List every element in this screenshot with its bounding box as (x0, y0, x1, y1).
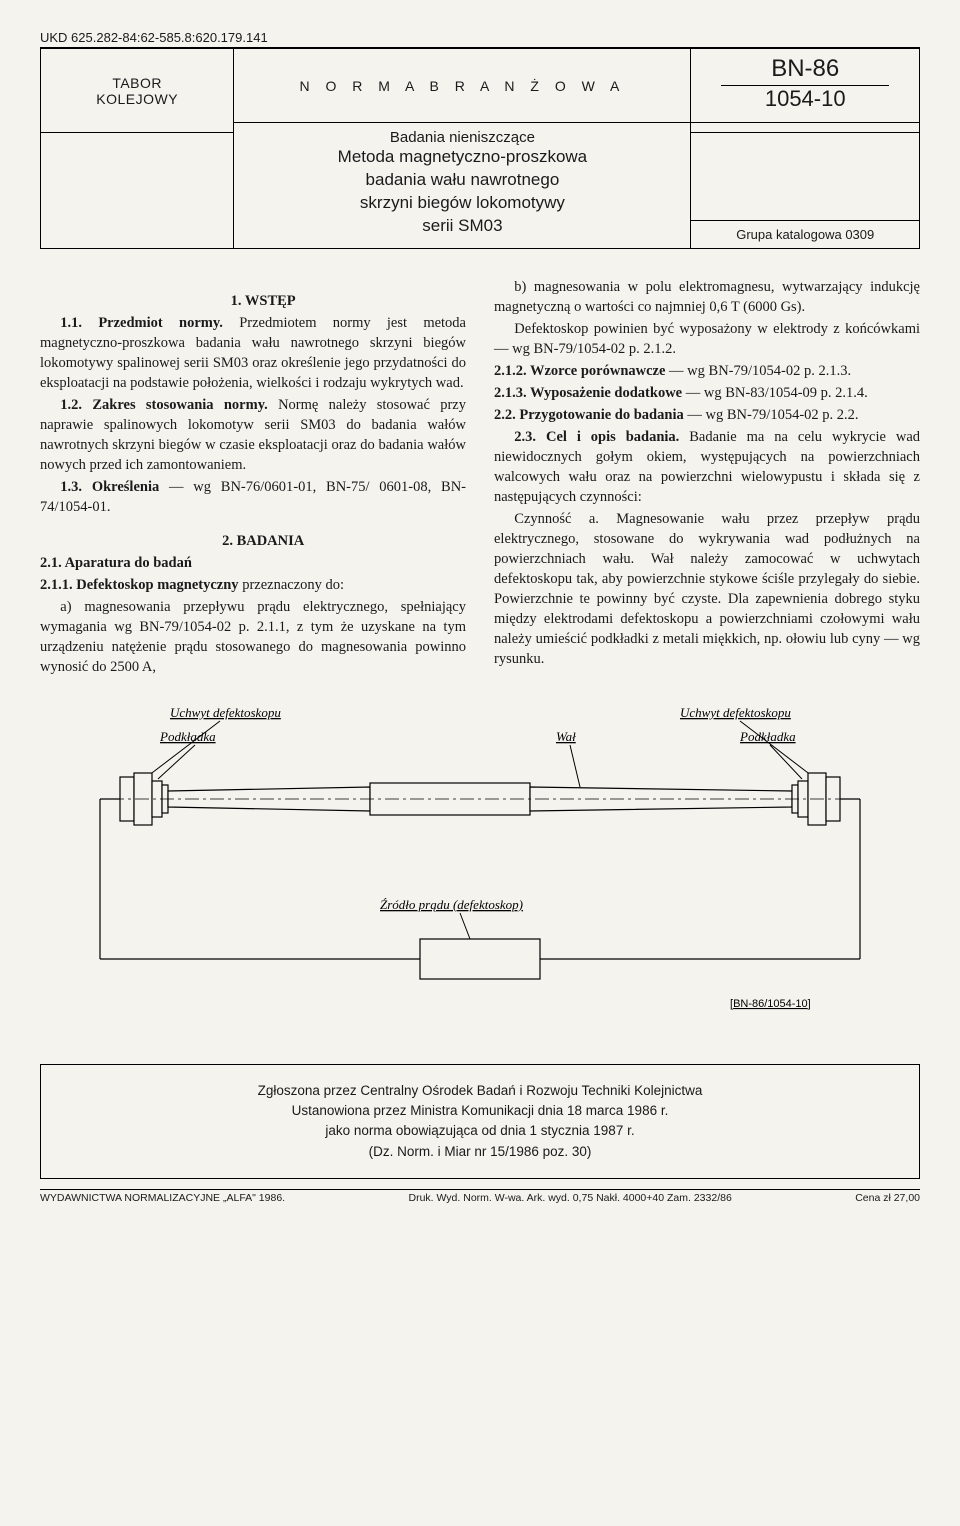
fig-code: [BN-86/1054-10] (730, 998, 811, 1010)
fig-label-uchwyt-left: Uchwyt defektoskopu (170, 705, 281, 720)
footer-l4: (Dz. Norm. i Miar nr 15/1986 poz. 30) (61, 1142, 899, 1162)
header-norma: N O R M A B R A N Ż O W A (234, 49, 691, 123)
para-2-1-3: 2.1.3. Wyposażenie dodatkowe — wg BN-83/… (494, 383, 920, 403)
header-cat-l1: TABOR (112, 75, 162, 91)
figure-svg: Uchwyt defektoskopu Podkładka Uchwyt def… (40, 699, 920, 1019)
header-right-empty (691, 133, 920, 221)
imprint-left: WYDAWNICTWA NORMALIZACYJNE „ALFA" 1986. (40, 1192, 285, 1204)
imprint-mid: Druk. Wyd. Norm. W-wa. Ark. wyd. 0,75 Na… (408, 1192, 731, 1204)
ukd-code: UKD 625.282-84:62-585.8:620.179.141 (40, 30, 920, 48)
fig-label-wal: Wał (556, 729, 576, 744)
para-1-2: 1.2. Zakres stosowania normy. Normę nale… (40, 395, 466, 475)
para-2-1-1c: b) magnesowania w polu elektromagnesu, w… (494, 277, 920, 317)
fig-label-uchwyt-right: Uchwyt defektoskopu (680, 705, 791, 720)
para-1-1: 1.1. Przedmiot normy. Przedmiotem normy … (40, 313, 466, 393)
figure: Uchwyt defektoskopu Podkładka Uchwyt def… (40, 699, 920, 1024)
header-title-l3: skrzyni biegów lokomotywy (242, 192, 682, 215)
para-2-1-1d: Defektoskop powinien być wyposażony w el… (494, 319, 920, 359)
footer-l3: jako norma obowiązująca od dnia 1 styczn… (61, 1121, 899, 1141)
body-text: 1. WSTĘP 1.1. Przedmiot normy. Przedmiot… (40, 277, 920, 677)
footer-l1: Zgłoszona przez Centralny Ośrodek Badań … (61, 1081, 899, 1101)
fig-label-podkladka-left: Podkładka (159, 729, 216, 744)
para-2-1-2: 2.1.2. Wzorce porównawcze — wg BN-79/105… (494, 361, 920, 381)
footer-box: Zgłoszona przez Centralny Ośrodek Badań … (40, 1064, 920, 1179)
footer-l2: Ustanowiona przez Ministra Komunikacji d… (61, 1101, 899, 1121)
header-category: TABOR KOLEJOWY (41, 49, 234, 133)
header-group: Grupa katalogowa 0309 (691, 220, 920, 248)
header-code-bottom: 1054-10 (697, 86, 913, 120)
header-subtitle: Badania nieniszczące (242, 129, 682, 146)
section-1-title: 1. WSTĘP (40, 291, 466, 311)
para-1-3: 1.3. Określenia — wg BN-76/0601-01, BN-7… (40, 477, 466, 517)
header-cat-l2: KOLEJOWY (96, 91, 178, 107)
imprint-line: WYDAWNICTWA NORMALIZACYJNE „ALFA" 1986. … (40, 1189, 920, 1204)
imprint-right: Cena zł 27,00 (855, 1192, 920, 1204)
header-title-l2: badania wału nawrotnego (242, 169, 682, 192)
para-2-1-1b: a) magnesowania przepływu prądu elektryc… (40, 597, 466, 677)
fig-circuit (100, 799, 860, 979)
section-2-title: 2. BADANIA (40, 531, 466, 551)
para-2-1: 2.1. Aparatura do badań (40, 553, 466, 573)
header-title-l4: serii SM03 (242, 215, 682, 238)
header-left-empty (41, 133, 234, 249)
para-2-3b: Czynność a. Magnesowanie wału przez prze… (494, 509, 920, 669)
header-code-top: BN-86 (697, 55, 913, 83)
fig-label-zrodlo: Źródło prądu (defektoskop) (380, 897, 523, 912)
para-2-3a: 2.3. Cel i opis badania. Badanie ma na c… (494, 427, 920, 507)
header-code-cell: BN-86 1054-10 (691, 49, 920, 123)
header-title-cell: Badania nieniszczące Metoda magnetyczno-… (234, 123, 691, 249)
header-right-sep (691, 123, 920, 133)
para-2-2: 2.2. Przygotowanie do badania — wg BN-79… (494, 405, 920, 425)
fig-label-podkladka-right: Podkładka (739, 729, 796, 744)
header-box: TABOR KOLEJOWY N O R M A B R A N Ż O W A… (40, 48, 920, 249)
para-2-1-1a: 2.1.1. Defektoskop magnetyczny przeznacz… (40, 575, 466, 595)
header-title-l1: Metoda magnetyczno-proszkowa (242, 146, 682, 169)
